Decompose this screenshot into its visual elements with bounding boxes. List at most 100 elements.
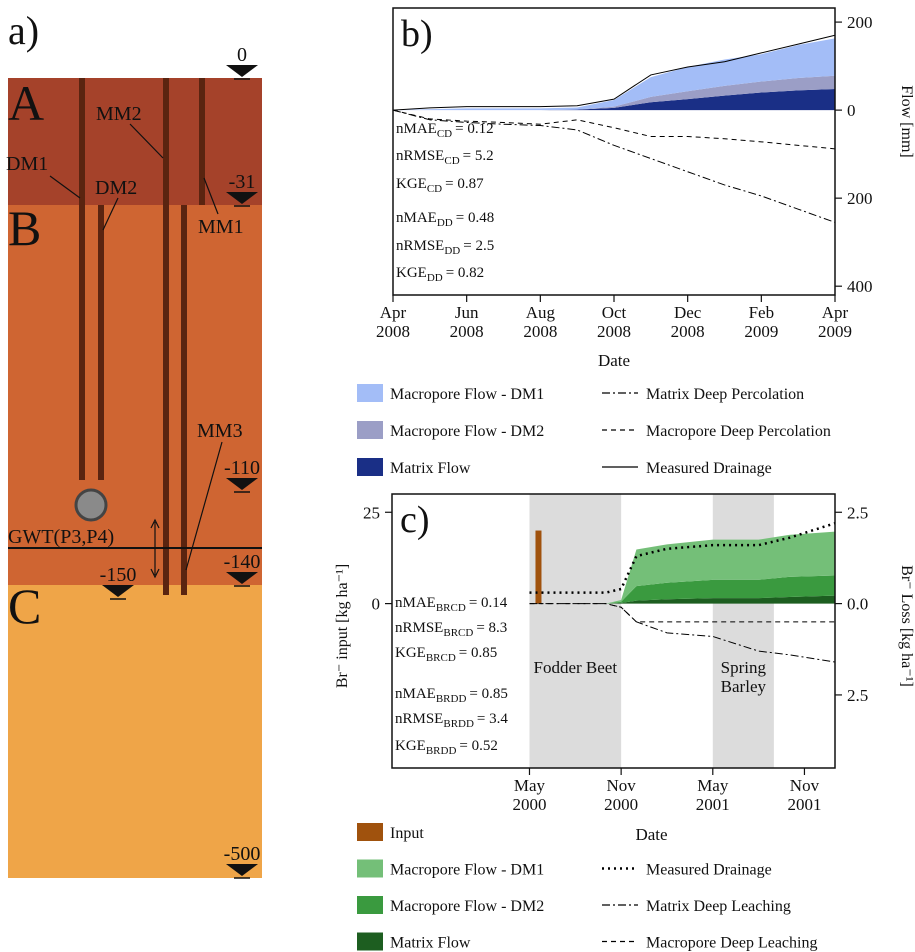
stat-metric: nMAE: [396, 210, 437, 226]
legend-label: Measured Drainage: [646, 862, 772, 879]
stacked-area: [393, 88, 835, 111]
layer-label: A: [8, 75, 44, 131]
stat-metric: KGE: [396, 265, 427, 281]
stat-metric: nRMSE: [396, 238, 444, 254]
stacked-area: [393, 38, 835, 111]
fit-statistic: nRMSEDD = 2.5: [396, 238, 494, 257]
fit-statistic: nRMSECD = 5.2: [396, 148, 494, 167]
panel-label: c): [400, 499, 430, 541]
x-axis-label: Date: [597, 351, 631, 370]
depth-marker: [226, 572, 258, 584]
access-tube: [199, 78, 205, 205]
stat-metric: KGE: [396, 176, 427, 192]
x-tick-label: Feb 2009: [744, 303, 779, 341]
soil-layer: [8, 205, 262, 585]
stacked-area: [529, 575, 835, 604]
stat-value: = 0.82: [446, 265, 484, 281]
y-axis-label: Br⁻ input [kg ha⁻¹]: [334, 564, 351, 688]
tube-label: DM1: [6, 153, 48, 175]
stat-value: = 0.52: [459, 738, 497, 754]
access-tube: [79, 78, 85, 480]
y-tick-label: 25: [363, 503, 380, 522]
stat-value: = 8.3: [476, 620, 507, 636]
series-line: [392, 109, 836, 223]
tube-label: DM2: [95, 177, 137, 199]
depth-label: -110: [224, 457, 260, 479]
legend-label: Input: [390, 825, 424, 842]
groundwater-label: GWT(P3,P4): [8, 526, 114, 548]
stacked-area: [393, 75, 835, 111]
stat-metric: nMAE: [396, 121, 437, 137]
stat-value: = 0.85: [459, 645, 497, 661]
stat-subscript: BRCD: [436, 602, 466, 614]
gwt-arrowheads: [150, 518, 160, 579]
y-tick-label: 200: [847, 13, 873, 32]
legend-label: Macropore Deep Leaching: [646, 935, 817, 952]
soil-layer: [8, 585, 262, 878]
stat-subscript: DD: [444, 245, 460, 257]
stacked-area: [529, 531, 835, 604]
stat-subscript: BRDD: [426, 745, 457, 757]
fit-statistic: nMAEBRCD = 0.14: [395, 595, 508, 614]
stat-value: = 0.14: [469, 595, 508, 611]
y-tick-label: 0: [372, 595, 381, 614]
y2-tick-label: 2.5: [847, 503, 868, 522]
legend-swatch: [357, 896, 383, 914]
fit-statistic: KGEBRDD = 0.52: [395, 738, 498, 757]
stacked-area: [529, 595, 835, 604]
input-bar: [535, 530, 542, 604]
legend-swatch: [357, 384, 383, 402]
depth-label: -140: [224, 551, 261, 573]
stat-metric: KGE: [395, 738, 426, 754]
depth-marker: [226, 65, 258, 77]
depth-marker: [102, 585, 134, 597]
series-line: [529, 603, 835, 623]
stat-metric: nRMSE: [395, 711, 443, 727]
x-tick-label: Nov 2000: [604, 776, 639, 814]
x-axis-label: Date: [635, 825, 668, 844]
panel-label: b): [401, 13, 433, 55]
y2-tick-label: 2.5: [847, 686, 868, 705]
piezometer: [74, 488, 108, 522]
stat-metric: nMAE: [395, 686, 436, 702]
stat-subscript: DD: [437, 217, 453, 229]
stat-value: = 0.87: [445, 176, 484, 192]
fit-statistic: nMAEDD = 0.48: [396, 210, 494, 229]
fit-statistic: KGECD = 0.87: [396, 176, 484, 195]
fit-statistic: nRMSEBRDD = 3.4: [395, 711, 508, 730]
y2-tick-label: 0.0: [847, 595, 868, 614]
stat-subscript: BRCD: [426, 652, 456, 664]
x-tick-label: Apr 2008: [376, 303, 410, 341]
legend-label: Macropore Flow - DM2: [390, 898, 544, 915]
stat-metric: nRMSE: [396, 148, 444, 164]
layer-label: C: [8, 578, 41, 634]
tube-leader: [102, 197, 119, 231]
tube-leader: [203, 177, 219, 215]
depth-label: -31: [229, 171, 256, 193]
stat-subscript: CD: [444, 155, 459, 167]
x-tick-label: Jun 2008: [449, 303, 484, 341]
tube-leader: [129, 123, 164, 159]
legend-label: Macropore Flow - DM1: [390, 386, 544, 403]
depth-marker: [226, 478, 258, 490]
series-line: [392, 34, 836, 111]
stat-metric: nRMSE: [395, 620, 443, 636]
x-tick-label: Apr 2009: [818, 303, 852, 341]
tube-label: MM2: [96, 103, 142, 125]
legend-label: Matrix Flow: [390, 460, 471, 477]
fit-statistic: nMAEBRDD = 0.85: [395, 686, 508, 705]
stat-subscript: CD: [437, 128, 452, 140]
stat-metric: KGE: [395, 645, 426, 661]
legend-label: Measured Drainage: [646, 460, 772, 477]
legend-swatch: [357, 859, 383, 878]
y2-axis-label: Br⁻ Loss [kg ha⁻¹]: [898, 565, 915, 687]
legend-label: Matrix Flow: [390, 935, 471, 952]
legend-label: Matrix Deep Percolation: [646, 386, 804, 403]
y-axis-label: Flow [mm]: [898, 85, 915, 157]
season-label: Spring Barley: [720, 658, 767, 696]
season-span: [529, 494, 622, 768]
y-tick-label: 200: [847, 189, 873, 208]
series-line: [392, 109, 836, 150]
